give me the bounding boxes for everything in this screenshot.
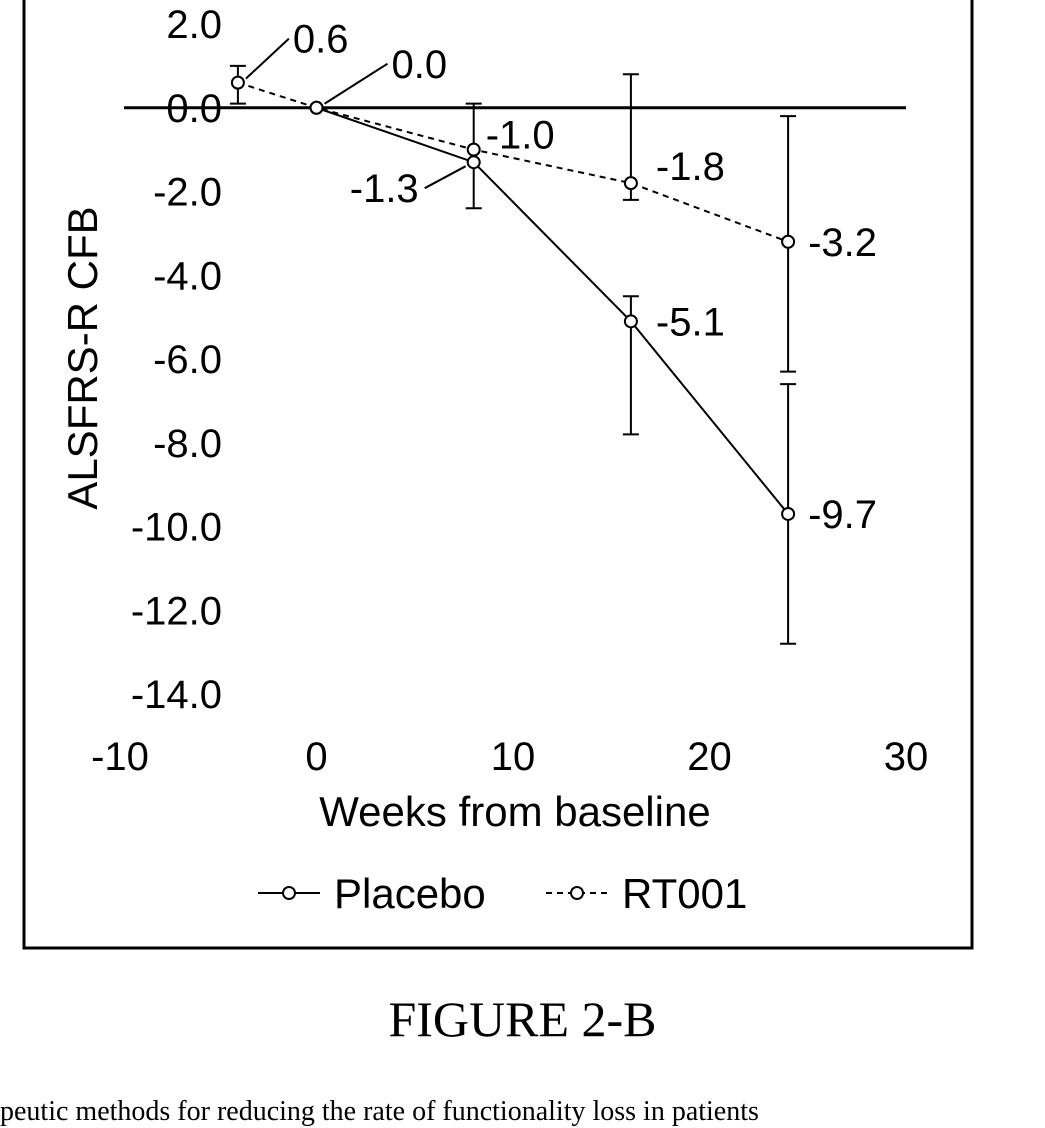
data-label: -9.7 xyxy=(808,493,877,537)
legend: Placebo RT001 xyxy=(258,870,747,917)
x-tick-label: 30 xyxy=(884,735,929,779)
x-tick-label: 0 xyxy=(305,735,327,779)
y-tick-label: -12.0 xyxy=(131,589,222,633)
data-point-rt001 xyxy=(782,236,794,248)
y-tick-label: -6.0 xyxy=(153,338,222,382)
label-arrow xyxy=(425,166,466,188)
data-point-placebo xyxy=(625,315,637,327)
data-label: 0.0 xyxy=(392,43,448,87)
data-point-rt001 xyxy=(468,144,480,156)
x-tick-label: 10 xyxy=(491,735,536,779)
label-arrow xyxy=(325,64,388,104)
x-axis-title: Weeks from baseline xyxy=(319,788,710,835)
figure-caption: FIGURE 2-B xyxy=(0,990,1045,1048)
data-point-rt001 xyxy=(232,77,244,89)
y-tick-label: -2.0 xyxy=(153,171,222,215)
y-tick-label: -4.0 xyxy=(153,254,222,298)
legend-label: Placebo xyxy=(334,870,486,917)
data-point-placebo xyxy=(468,156,480,168)
data-label: -1.0 xyxy=(486,114,555,158)
data-point-placebo xyxy=(782,508,794,520)
y-tick-label: -8.0 xyxy=(153,422,222,466)
y-axis-title: ALSFRS-R CFB xyxy=(59,206,106,509)
data-point-rt001 xyxy=(625,177,637,189)
legend-label: RT001 xyxy=(622,870,747,917)
legend-marker-placebo xyxy=(283,887,295,899)
y-tick-label: 0.0 xyxy=(166,87,222,131)
x-tick-label: -10 xyxy=(91,735,149,779)
x-axis-ticks: -10 0 10 20 30 xyxy=(91,735,928,779)
y-tick-label: -14.0 xyxy=(131,673,222,717)
y-axis-ticks: 2.0 0.0 -2.0 -4.0 -6.0 -8.0 -10.0 -12.0 -14.0 xyxy=(131,3,222,717)
y-tick-label: 2.0 xyxy=(166,3,222,47)
x-tick-label: 20 xyxy=(687,735,732,779)
label-arrow xyxy=(246,39,289,79)
data-label: -5.1 xyxy=(656,300,725,344)
body-text-fragment: peutic methods for reducing the rate of … xyxy=(0,1096,1045,1128)
y-tick-label: -10.0 xyxy=(131,506,222,550)
data-point-rt001 xyxy=(311,102,323,114)
data-label: 0.6 xyxy=(293,18,349,62)
legend-marker-rt001 xyxy=(571,887,583,899)
data-label: -1.3 xyxy=(350,167,419,211)
data-label: -3.2 xyxy=(808,221,877,265)
plot-area: -1.3 -5.1 -9.7 0.6 0.0 -1.0 -1.8 -3.2 xyxy=(124,18,906,644)
data-label: -1.8 xyxy=(656,145,725,189)
